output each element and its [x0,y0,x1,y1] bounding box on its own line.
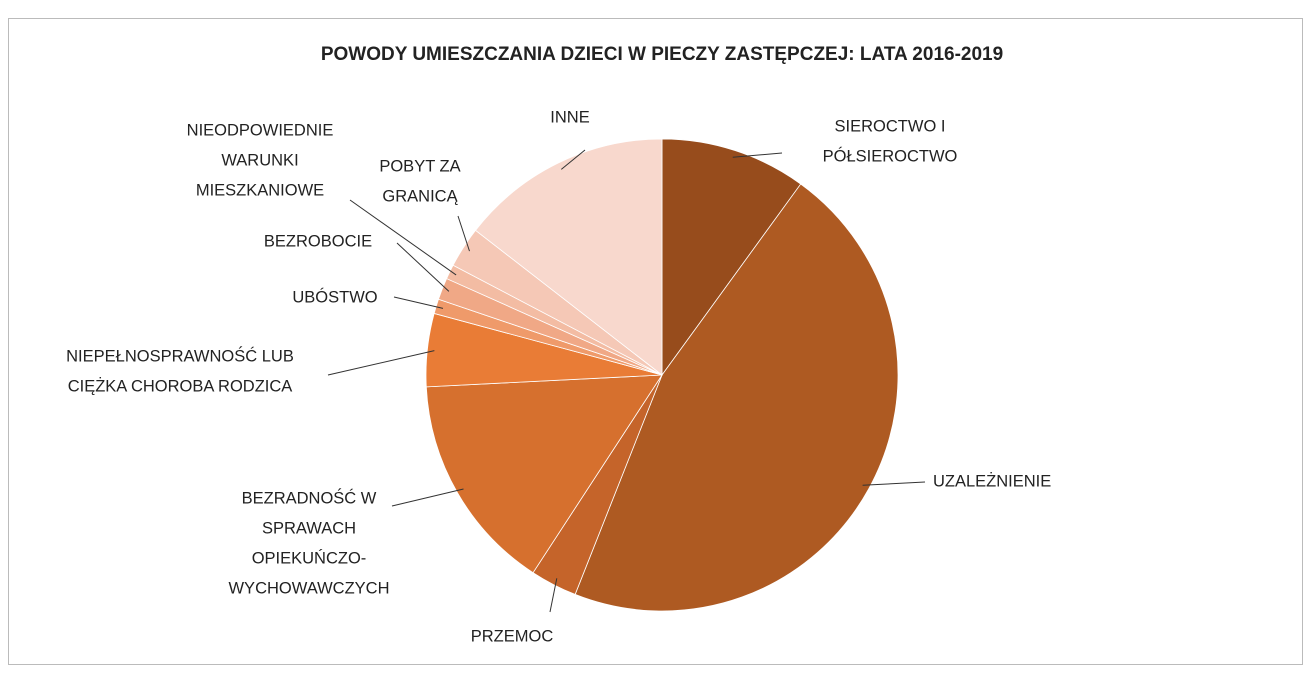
leader-line [327,350,435,376]
slice-label: CIĘŻKA CHOROBA RODZICA [68,376,293,395]
slice-label: POBYT ZA [379,157,460,175]
leader-line [349,199,457,276]
slice-label: NIEODPOWIEDNIE [187,121,334,139]
slice-label: PRZEMOC [471,627,554,645]
slice-label: OPIEKUŃCZO- [252,548,367,567]
slice-label: PÓŁSIEROCTWO [823,146,958,165]
slice-label: INNE [550,108,589,126]
slice-label: UZALEŻNIENIE [933,471,1051,490]
slice-label: GRANICĄ [382,187,458,205]
slice-label: SIEROCTWO I [835,117,946,135]
slice-label: WYCHOWAWCZYCH [228,579,389,597]
slice-label: BEZROBOCIE [264,232,372,250]
chart-title: POWODY UMIESZCZANIA DZIECI W PIECZY ZAST… [321,44,1003,65]
leader-line [457,215,470,252]
slice-label: BEZRADNOŚĆ W [242,488,377,507]
pie-slice [425,374,663,574]
pie-slice [574,183,899,612]
leader-line [732,152,783,158]
leader-line [862,481,926,486]
slice-label: SPRAWACH [262,519,356,537]
leader-line [549,578,558,613]
leader-line [393,296,444,309]
leader-line [560,149,586,170]
leader-line [391,488,464,507]
pie-slice [474,138,663,376]
slice-label: NIEPEŁNOSPRAWNOŚĆ LUB [66,346,294,365]
slice-label: MIESZKANIOWE [196,181,324,199]
slice-label: UBÓSTWO [292,287,377,306]
slice-label: WARUNKI [221,151,298,169]
pie-slice [661,138,802,377]
leader-line [396,242,450,292]
